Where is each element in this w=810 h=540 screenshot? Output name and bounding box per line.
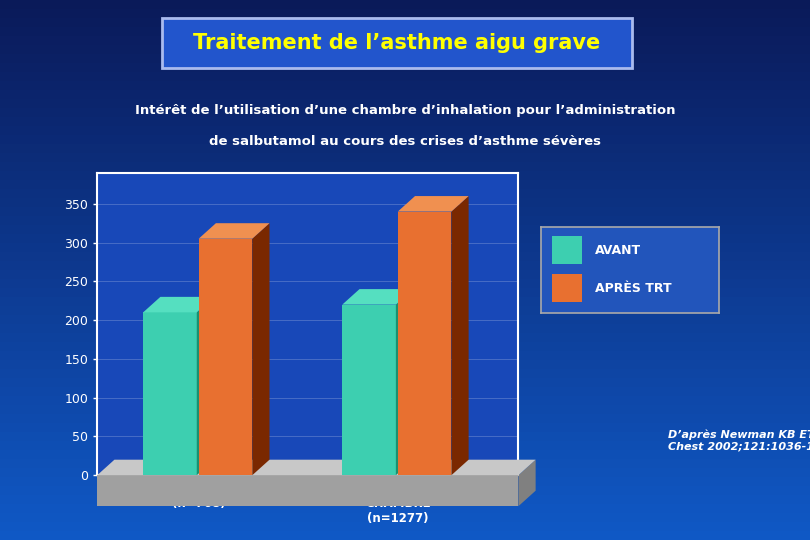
Bar: [343, 305, 396, 475]
Bar: [0, 342, 810, 351]
Bar: [0, 45, 810, 54]
Polygon shape: [398, 196, 469, 212]
Bar: [0, 198, 810, 207]
Bar: [0, 378, 810, 387]
Bar: [0, 270, 810, 279]
Bar: [0, 297, 810, 306]
Bar: [0, 468, 810, 477]
Polygon shape: [451, 196, 469, 475]
Bar: [0, 351, 810, 360]
Bar: [0, 261, 810, 270]
Bar: [0, 459, 810, 468]
Bar: [0, 117, 810, 126]
Bar: [0, 180, 810, 189]
Text: D’après Newman KB ET coll.
Chest 2002;121:1036-1041: D’après Newman KB ET coll. Chest 2002;12…: [668, 429, 810, 451]
Bar: [0, 315, 810, 324]
Bar: [0, 54, 810, 63]
Bar: [0, 414, 810, 423]
Bar: [0, 171, 810, 180]
Bar: [143, 312, 197, 475]
Bar: [0, 144, 810, 153]
Bar: [0, 189, 810, 198]
Bar: [0, 423, 810, 432]
Bar: [0, 333, 810, 342]
Bar: [0, 126, 810, 135]
Bar: [0, 18, 810, 27]
Bar: [0, 234, 810, 243]
Bar: [0, 27, 810, 36]
Polygon shape: [143, 297, 214, 312]
Bar: [0, 396, 810, 405]
Bar: [0, 72, 810, 81]
Polygon shape: [252, 223, 270, 475]
Text: de salbutamol au cours des crises d’asthme sévères: de salbutamol au cours des crises d’asth…: [209, 135, 601, 148]
Bar: [0, 450, 810, 459]
Bar: [0, 360, 810, 369]
Bar: [0, 477, 810, 486]
Bar: [0, 432, 810, 441]
Bar: [0, 99, 810, 108]
Bar: [0, 279, 810, 288]
Bar: [0, 216, 810, 225]
Bar: [0, 324, 810, 333]
FancyBboxPatch shape: [162, 18, 632, 68]
Bar: [0, 135, 810, 144]
Bar: [398, 212, 451, 475]
Text: Traitement de l’asthme aigu grave: Traitement de l’asthme aigu grave: [194, 32, 600, 53]
Bar: [0, 513, 810, 522]
Polygon shape: [197, 297, 214, 475]
Bar: [0, 243, 810, 252]
Bar: [0, 306, 810, 315]
Text: AVANT: AVANT: [595, 244, 641, 256]
Bar: [0, 36, 810, 45]
Bar: [0, 0, 810, 9]
Bar: [0, 288, 810, 297]
Bar: [0, 9, 810, 18]
Bar: [0, 108, 810, 117]
Bar: [0, 63, 810, 72]
Bar: [552, 237, 582, 264]
Bar: [198, 239, 252, 475]
Bar: [0, 90, 810, 99]
Bar: [552, 274, 582, 302]
Bar: [0, 369, 810, 378]
Bar: [0, 81, 810, 90]
Bar: [0, 504, 810, 513]
Bar: [0, 531, 810, 540]
Text: APRÈS TRT: APRÈS TRT: [595, 282, 671, 295]
Bar: [0, 495, 810, 504]
Bar: [0, 486, 810, 495]
Polygon shape: [396, 289, 413, 475]
Bar: [0, 225, 810, 234]
Text: Intérêt de l’utilisation d’une chambre d’inhalation pour l’administration: Intérêt de l’utilisation d’une chambre d…: [134, 104, 676, 117]
Bar: [0, 522, 810, 531]
Bar: [0, 252, 810, 261]
Bar: [0, 441, 810, 450]
Polygon shape: [198, 223, 270, 239]
Bar: [0, 153, 810, 162]
Bar: [0, 162, 810, 171]
Bar: [97, 475, 518, 506]
Bar: [0, 207, 810, 216]
Polygon shape: [518, 460, 535, 506]
Polygon shape: [343, 289, 413, 305]
Bar: [0, 387, 810, 396]
Bar: [0, 405, 810, 414]
Polygon shape: [97, 460, 535, 475]
